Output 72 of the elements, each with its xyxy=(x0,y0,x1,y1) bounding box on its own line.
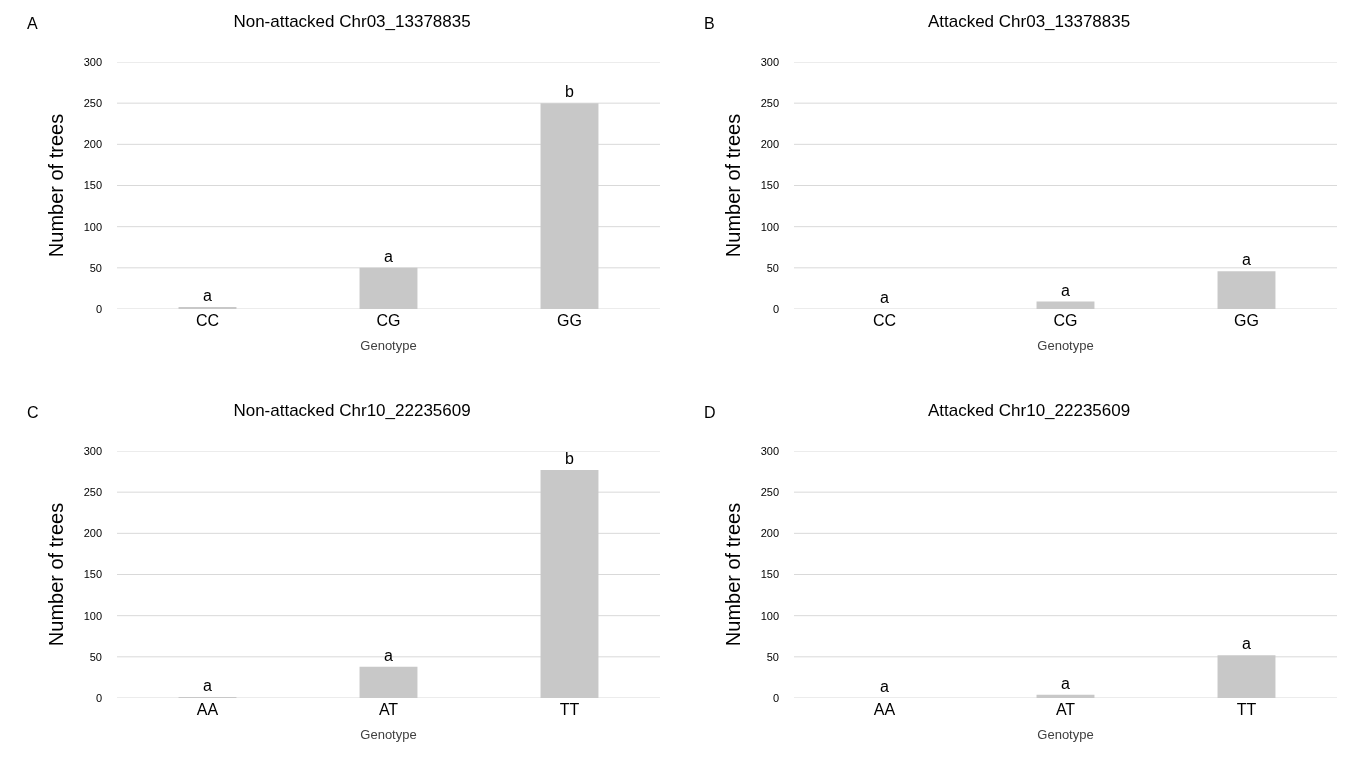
x-tick-label: TT xyxy=(1236,701,1257,718)
y-tick-label: 100 xyxy=(83,220,102,233)
y-tick-label: 150 xyxy=(760,179,779,192)
data-label: a xyxy=(384,247,393,265)
y-tick-label: 250 xyxy=(760,486,779,499)
y-tick-label: 50 xyxy=(766,650,779,663)
y-tick-label: 0 xyxy=(772,302,779,315)
y-tick-label: 150 xyxy=(83,179,102,192)
chart-title: Attacked Chr03_13378835 xyxy=(927,12,1131,32)
x-tick-label: CG xyxy=(376,312,401,329)
y-axis-title: Number of trees xyxy=(722,502,745,647)
data-label: a xyxy=(880,678,889,695)
data-label: a xyxy=(203,677,212,694)
y-axis-title: Number of trees xyxy=(45,502,68,647)
y-tick-label: 50 xyxy=(89,650,102,663)
data-label: a xyxy=(1061,281,1070,299)
text: A xyxy=(27,15,38,32)
text: B xyxy=(704,15,715,32)
x-tick-label: CC xyxy=(195,312,220,329)
data-label: b xyxy=(565,83,574,101)
text: C xyxy=(27,404,39,421)
chart-title: Non-attacked Chr10_22235609 xyxy=(233,401,471,421)
y-tick-label: 150 xyxy=(83,568,102,581)
y-tick-label: 300 xyxy=(760,444,779,457)
data-label: b xyxy=(565,449,574,467)
data-label: a xyxy=(203,287,212,304)
y-axis-title: Number of trees xyxy=(722,113,745,258)
x-tick-label: TT xyxy=(559,701,580,718)
y-tick-label: 300 xyxy=(83,55,102,68)
chart-title: Non-attacked Chr03_13378835 xyxy=(233,12,471,32)
y-tick-label: 50 xyxy=(766,261,779,274)
y-tick-label: 150 xyxy=(760,568,779,581)
x-axis-title: Genotype xyxy=(1037,726,1094,742)
y-tick-label: 200 xyxy=(83,138,102,151)
x-tick-label: GG xyxy=(1234,312,1259,329)
data-label: a xyxy=(1242,251,1251,269)
bar xyxy=(540,469,599,698)
y-tick-label: 300 xyxy=(760,55,779,68)
chart-title: Attacked Chr10_22235609 xyxy=(927,401,1131,421)
x-axis-title: Genotype xyxy=(1037,337,1094,353)
y-tick-label: 200 xyxy=(83,527,102,540)
y-tick-label: 0 xyxy=(95,302,102,315)
x-tick-label: AT xyxy=(1055,701,1076,718)
y-tick-label: 0 xyxy=(772,691,779,704)
data-label: a xyxy=(384,646,393,664)
data-label: a xyxy=(1061,674,1070,692)
bar xyxy=(359,666,418,698)
y-tick-label: 250 xyxy=(83,97,102,110)
x-tick-label: GG xyxy=(557,312,582,329)
y-tick-label: 50 xyxy=(89,261,102,274)
y-axis-title: Number of trees xyxy=(45,113,68,258)
text: D xyxy=(704,404,716,421)
bar xyxy=(540,103,599,309)
y-tick-label: 300 xyxy=(83,444,102,457)
x-axis-title: Genotype xyxy=(360,726,417,742)
data-label: a xyxy=(880,289,889,306)
y-tick-label: 250 xyxy=(83,486,102,499)
y-tick-label: 100 xyxy=(760,609,779,622)
data-label: a xyxy=(1242,635,1251,653)
x-tick-label: CC xyxy=(872,312,897,329)
y-tick-label: 0 xyxy=(95,691,102,704)
x-axis-title: Genotype xyxy=(360,337,417,353)
y-tick-label: 250 xyxy=(760,97,779,110)
y-tick-label: 200 xyxy=(760,527,779,540)
x-tick-label: AA xyxy=(873,701,896,718)
y-tick-label: 200 xyxy=(760,138,779,151)
bar xyxy=(359,267,418,309)
x-tick-label: AT xyxy=(378,701,399,718)
y-tick-label: 100 xyxy=(760,220,779,233)
y-tick-label: 100 xyxy=(83,609,102,622)
x-tick-label: CG xyxy=(1053,312,1078,329)
x-tick-label: AA xyxy=(196,701,219,718)
